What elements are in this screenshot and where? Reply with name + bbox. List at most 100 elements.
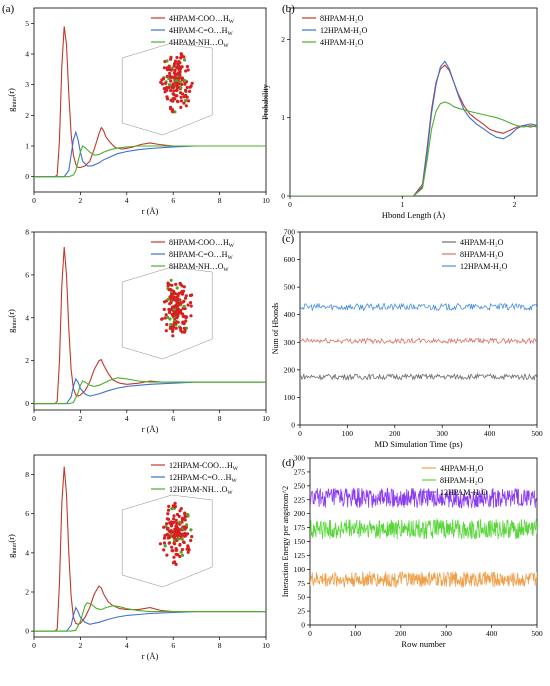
inset-point <box>179 52 183 56</box>
inset-point <box>185 547 189 551</box>
inset-point <box>183 511 187 515</box>
inset-point <box>177 76 182 80</box>
inset-point <box>186 303 190 307</box>
x-axis-label: MD Simulation Time (ps) <box>374 439 462 449</box>
y-tick-label: 100 <box>294 565 306 574</box>
inset-point <box>175 295 179 299</box>
y-tick-label: 0 <box>301 621 305 630</box>
inset-point <box>164 81 168 85</box>
inset-point <box>170 507 174 511</box>
inset-point <box>183 82 187 86</box>
y-tick-label: 6 <box>25 270 29 279</box>
x-tick-label: 100 <box>350 629 362 638</box>
series-line-3 <box>300 302 537 312</box>
inset-point <box>162 66 166 70</box>
legend-entry: 4HPAM-COO…HW <box>169 14 235 25</box>
y-tick-label: 300 <box>284 338 296 347</box>
inset-point <box>173 76 177 80</box>
inset-point <box>182 101 186 105</box>
inset-point <box>174 88 179 93</box>
series-line-1 <box>300 372 537 382</box>
inset-point <box>172 517 176 521</box>
legend-entry: 12HPAM-H₂O <box>460 262 508 271</box>
inset-point <box>184 89 188 93</box>
y-axis-label: ginter(r) <box>6 534 18 558</box>
series-line-2 <box>300 337 537 345</box>
inset-point <box>176 314 180 318</box>
inset-point <box>183 534 188 538</box>
inset-point <box>167 529 171 533</box>
y-tick-label: 500 <box>284 283 296 292</box>
inset-point <box>180 537 184 541</box>
y-tick-label: 75 <box>298 579 306 588</box>
y-tick-label: 150 <box>294 537 306 546</box>
inset-point <box>173 305 177 309</box>
plot-frame <box>33 454 267 638</box>
legend-entry: 4HPAM-H₂O <box>320 38 364 47</box>
series-line-1 <box>34 466 266 632</box>
inset-point <box>171 521 175 525</box>
y-axis-label: Probability <box>261 84 270 120</box>
inset-point <box>175 521 179 525</box>
inset-point <box>171 92 175 96</box>
inset-point <box>163 544 167 548</box>
inset-point <box>175 94 179 98</box>
inset-point <box>186 544 190 548</box>
inset-point <box>178 80 182 84</box>
inset-point <box>172 514 176 518</box>
inset-point <box>166 281 170 285</box>
inset-point <box>167 83 171 87</box>
x-tick-label: 500 <box>531 429 543 438</box>
inset-point <box>171 534 175 538</box>
x-tick-label: 6 <box>171 641 175 650</box>
inset-point <box>162 87 166 91</box>
inset-point <box>165 322 169 327</box>
inset-point <box>165 85 169 90</box>
y-tick-label: 300 <box>294 454 306 463</box>
inset-axes <box>121 266 213 360</box>
inset-point <box>175 530 180 534</box>
inset-point <box>190 81 194 85</box>
x-tick-label: 0 <box>32 196 36 205</box>
x-axis-label: r (Å) <box>142 424 159 434</box>
x-tick-label: 300 <box>441 629 453 638</box>
y-tick-label: 250 <box>294 481 306 490</box>
series-line-2 <box>310 517 537 540</box>
inset-point <box>181 320 185 324</box>
inset-point <box>170 108 175 112</box>
inset-point <box>165 95 169 99</box>
chart-panel-6: (d) 0 100 200 300 400 500 0 25 50 75 100 125 150 175 20… <box>281 454 543 650</box>
inset-point <box>185 95 189 99</box>
inset-point <box>165 522 169 526</box>
inset-point <box>174 562 178 567</box>
inset-point <box>179 550 183 554</box>
inset-point <box>171 314 175 318</box>
inset-point <box>186 550 190 554</box>
x-tick-label: 0 <box>288 200 292 209</box>
inset-point <box>158 542 162 546</box>
inset-point <box>179 95 183 99</box>
inset-point <box>190 293 194 297</box>
inset-point <box>179 328 183 333</box>
inset-point <box>175 286 179 290</box>
inset-point <box>167 85 171 90</box>
inset-point <box>173 560 177 564</box>
series-line-3 <box>310 487 537 509</box>
inset-point <box>171 82 175 86</box>
inset-point <box>180 82 184 87</box>
y-tick-label: 200 <box>294 509 306 518</box>
inset-point <box>183 78 187 83</box>
inset-point <box>172 96 176 100</box>
legend-entry: 8HPAM-COO…HW <box>169 238 235 249</box>
inset-point <box>174 548 178 552</box>
inset-point <box>172 307 176 311</box>
inset-point <box>172 539 176 543</box>
inset-point <box>173 59 178 63</box>
inset-point <box>168 317 172 321</box>
y-axis-label: ginter(r) <box>6 88 18 112</box>
plot-frame <box>33 7 267 193</box>
inset-point <box>177 64 181 68</box>
y-axis-label: ginter(r) <box>6 309 18 333</box>
x-tick-label: 0 <box>308 629 312 638</box>
